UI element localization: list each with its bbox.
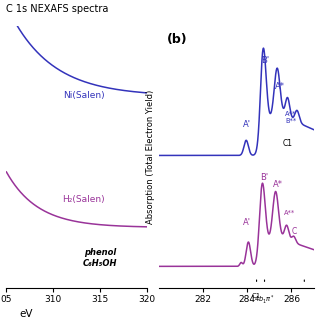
Text: B': B' [260, 173, 268, 182]
Text: C1: C1 [283, 139, 293, 148]
Text: B': B' [261, 56, 269, 66]
Text: (b): (b) [167, 34, 187, 46]
Text: C1: C1 [252, 293, 261, 299]
Text: A': A' [243, 218, 251, 227]
Text: H₂(Salen): H₂(Salen) [62, 195, 105, 204]
Text: 4$b_1\pi^*$: 4$b_1\pi^*$ [254, 293, 275, 306]
Text: C 1s NEXAFS spectra: C 1s NEXAFS spectra [6, 4, 109, 14]
Text: A*: A* [273, 180, 284, 189]
Text: A*: A* [275, 83, 285, 92]
Text: A**
B**: A** B** [285, 111, 297, 124]
Text: C: C [292, 227, 297, 236]
Y-axis label: Absorption (Total Electron Yield): Absorption (Total Electron Yield) [146, 90, 155, 224]
Text: A**: A** [284, 210, 296, 216]
Text: Ni(Salen): Ni(Salen) [63, 91, 105, 100]
Text: A': A' [243, 120, 251, 129]
Text: eV: eV [19, 309, 33, 319]
Text: phenol
C₆H₅OH: phenol C₆H₅OH [83, 248, 117, 268]
